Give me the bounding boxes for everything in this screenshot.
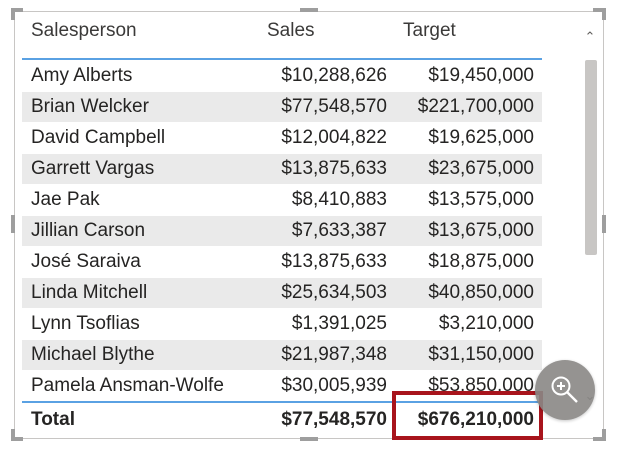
table-row[interactable]: Amy Alberts $10,288,626 $19,450,000	[22, 61, 542, 91]
resize-handle-bottom[interactable]	[300, 437, 318, 441]
table-row[interactable]: Pamela Ansman-Wolfe $30,005,939 $53,850,00…	[22, 371, 542, 401]
cell-target: $31,150,000	[428, 344, 534, 365]
cell-sales: $30,005,939	[281, 375, 387, 396]
cell-target: $221,700,000	[417, 96, 534, 117]
total-label: Total	[31, 409, 75, 430]
resize-handle-bottom-left-vertical[interactable]	[11, 429, 15, 441]
table-row[interactable]: Brian Welcker $77,548,570 $221,700,000	[22, 92, 542, 122]
resize-handle-left[interactable]	[11, 215, 15, 233]
resize-handle-top-left[interactable]	[11, 8, 23, 12]
cell-salesperson: José Saraiva	[31, 251, 141, 272]
cell-salesperson: Amy Alberts	[31, 65, 133, 86]
cell-sales: $12,004,822	[281, 127, 387, 148]
cell-sales: $8,410,883	[291, 189, 387, 210]
zoom-in-icon	[551, 376, 578, 403]
resize-handle-bottom-right-vertical[interactable]	[602, 429, 606, 441]
cell-salesperson: Jillian Carson	[31, 220, 146, 241]
cell-salesperson: David Campbell	[31, 127, 166, 148]
header-divider	[22, 58, 542, 60]
resize-handle-bottom-left[interactable]	[11, 437, 23, 441]
cell-sales: $7,633,387	[291, 220, 387, 241]
table-row[interactable]: Linda Mitchell $25,634,503 $40,850,000	[22, 278, 542, 308]
cell-target: $13,675,000	[428, 220, 534, 241]
table-row[interactable]: Garrett Vargas $13,875,633 $23,675,000	[22, 154, 542, 184]
table-row[interactable]: Jae Pak $8,410,883 $13,575,000	[22, 185, 542, 215]
cell-salesperson: Brian Welcker	[31, 96, 149, 117]
total-sales: $77,548,570	[281, 409, 387, 430]
resize-handle-bottom-right[interactable]	[593, 437, 606, 441]
total-divider	[22, 401, 542, 403]
cell-sales: $77,548,570	[281, 96, 387, 117]
resize-handle-right[interactable]	[602, 215, 606, 233]
cell-sales: $10,288,626	[281, 65, 387, 86]
cell-salesperson: Michael Blythe	[31, 344, 155, 365]
total-target-highlight	[392, 391, 543, 440]
cell-sales: $25,634,503	[281, 282, 387, 303]
scrollbar-thumb[interactable]	[585, 60, 597, 255]
cell-sales: $13,875,633	[281, 158, 387, 179]
cell-salesperson: Garrett Vargas	[31, 158, 155, 179]
column-header-target[interactable]: Target	[403, 20, 456, 41]
table-row[interactable]: Jillian Carson $7,633,387 $13,675,000	[22, 216, 542, 246]
cell-target: $53,850,000	[428, 375, 534, 396]
cell-sales: $1,391,025	[291, 313, 387, 334]
chevron-up-icon[interactable]: ⌃	[584, 29, 596, 44]
cell-target: $3,210,000	[438, 313, 534, 334]
cell-target: $19,450,000	[428, 65, 534, 86]
total-target: $676,210,000	[417, 409, 534, 430]
table-row[interactable]: Michael Blythe $21,987,348 $31,150,000	[22, 340, 542, 370]
cell-target: $18,875,000	[428, 251, 534, 272]
resize-handle-top-left-vertical[interactable]	[11, 8, 15, 20]
cell-sales: $13,875,633	[281, 251, 387, 272]
cell-target: $23,675,000	[428, 158, 534, 179]
table-row[interactable]: David Campbell $12,004,822 $19,625,000	[22, 123, 542, 153]
cell-salesperson: Jae Pak	[31, 189, 100, 210]
resize-handle-top-right[interactable]	[593, 8, 606, 12]
cell-sales: $21,987,348	[281, 344, 387, 365]
cell-target: $19,625,000	[428, 127, 534, 148]
cell-target: $13,575,000	[428, 189, 534, 210]
zoom-button[interactable]	[535, 360, 595, 420]
table-row[interactable]: Lynn Tsoflias $1,391,025 $3,210,000	[22, 309, 542, 339]
cell-salesperson: Pamela Ansman-Wolfe	[31, 375, 224, 396]
total-row: Total $77,548,570 $676,210,000	[22, 404, 542, 436]
column-header-salesperson[interactable]: Salesperson	[31, 20, 137, 41]
cell-salesperson: Linda Mitchell	[31, 282, 148, 303]
resize-handle-top[interactable]	[300, 8, 318, 12]
column-header-sales[interactable]: Sales	[267, 20, 315, 41]
resize-handle-top-right-vertical[interactable]	[602, 8, 606, 20]
cell-salesperson: Lynn Tsoflias	[31, 313, 140, 334]
table-row[interactable]: José Saraiva $13,875,633 $18,875,000	[22, 247, 542, 277]
cell-target: $40,850,000	[428, 282, 534, 303]
